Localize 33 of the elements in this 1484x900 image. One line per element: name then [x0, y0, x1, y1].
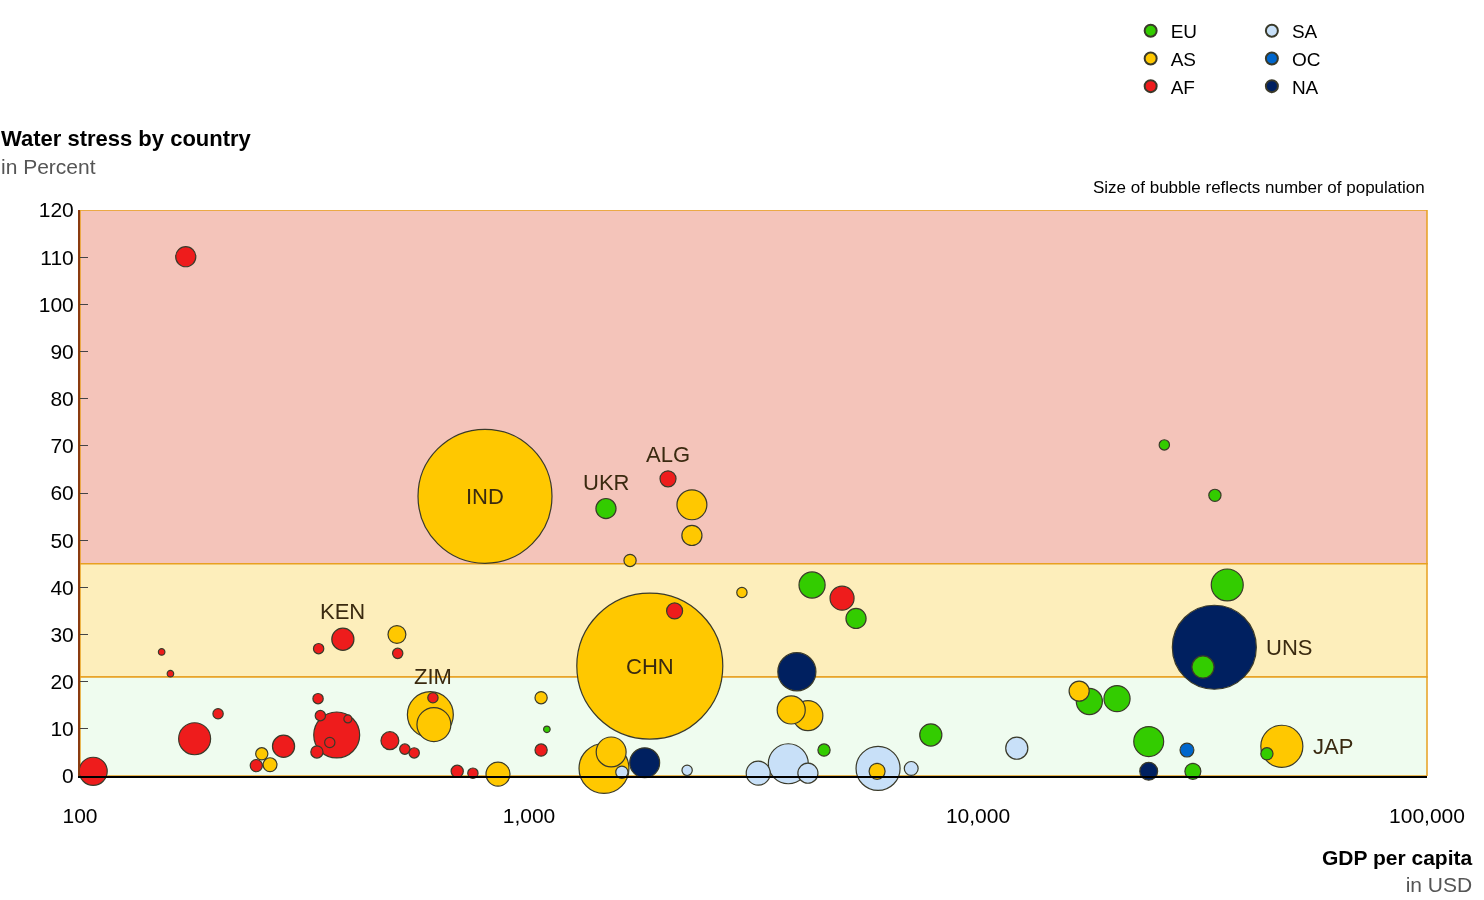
y-tick-label: 0 [62, 764, 74, 788]
y-tick-label: 70 [50, 434, 74, 458]
y-tick-label: 90 [50, 339, 74, 363]
y-tick-label: 100 [38, 292, 74, 316]
y-tick-label: 120 [38, 198, 74, 222]
x-axis-title: GDP per capita in USD [1322, 846, 1473, 897]
x-tick-label: 1,000 [502, 804, 556, 828]
y-tick-label: 10 [50, 717, 74, 741]
y-tick-label: 20 [50, 670, 74, 694]
y-tick-label: 60 [50, 481, 74, 505]
x-tick-label: 100,000 [1389, 804, 1465, 828]
chart-title: Water stress by country [1, 126, 252, 151]
legend-label: AS [1170, 48, 1197, 70]
annotation: CHN [626, 654, 674, 679]
annotation: UKR [583, 470, 630, 495]
y-tick-label: 50 [50, 528, 74, 552]
annotation: JAP [1313, 734, 1354, 759]
annotation: ALG [646, 442, 691, 467]
legend-label: NA [1291, 76, 1319, 98]
annotation: IND [466, 484, 504, 509]
y-tick-label: 80 [50, 387, 74, 411]
y-tick-label: 30 [50, 622, 74, 646]
y-tick-label: 40 [50, 575, 74, 599]
legend-label: SA [1291, 21, 1318, 43]
legend-label: AF [1170, 76, 1195, 98]
legend-label: EU [1170, 21, 1198, 43]
annotation: KEN [320, 599, 366, 624]
x-tick-label: 10,000 [945, 804, 1011, 828]
annotation: UNS [1266, 635, 1313, 660]
legend-label: OC [1291, 48, 1321, 70]
text: Size of bubble reflects number of population [1093, 178, 1425, 197]
y-tick-label: 110 [40, 245, 74, 269]
chart-subtitle: in Percent [1, 155, 96, 178]
